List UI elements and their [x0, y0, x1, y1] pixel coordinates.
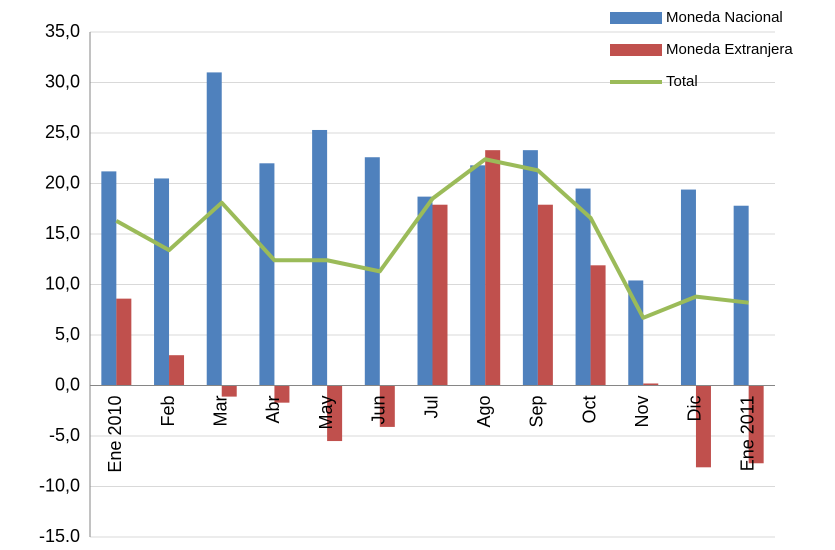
bar	[259, 163, 275, 386]
x-tick-label: Oct	[579, 396, 599, 424]
bar	[206, 72, 222, 386]
bar	[312, 129, 328, 386]
bar	[522, 150, 538, 386]
x-tick-label: Feb	[158, 396, 178, 427]
y-tick-label: 25,0	[45, 122, 80, 142]
y-tick-label: -10,0	[39, 475, 80, 495]
y-tick-label: -15.0	[39, 526, 80, 545]
x-tick-label: Jun	[369, 396, 389, 425]
y-tick-label: 15,0	[45, 223, 80, 243]
y-tick-label: 35,0	[45, 21, 80, 41]
bar	[379, 385, 395, 427]
x-tick-label: May	[316, 396, 336, 430]
bar	[485, 150, 501, 386]
bar	[470, 165, 486, 386]
bar	[537, 204, 553, 386]
y-tick-label: 5,0	[55, 324, 80, 344]
bar	[116, 298, 132, 386]
bar	[680, 189, 696, 386]
bar	[417, 196, 433, 386]
bar	[643, 383, 659, 386]
x-tick-label: Ene 2010	[105, 396, 125, 473]
y-tick-label: 30,0	[45, 71, 80, 91]
bar	[695, 385, 711, 468]
legend-label: Total	[666, 73, 698, 90]
y-tick-label: 0,0	[55, 374, 80, 394]
legend-swatch	[610, 12, 662, 24]
x-tick-label: Dic	[685, 396, 705, 422]
x-tick-label: Nov	[632, 396, 652, 428]
y-tick-label: 10,0	[45, 273, 80, 293]
x-tick-label: Abr	[263, 395, 283, 423]
bar	[575, 188, 591, 386]
bar	[154, 178, 170, 386]
x-tick-label: Mar	[210, 395, 230, 426]
bar	[327, 385, 343, 442]
bar	[169, 355, 185, 386]
bar	[432, 204, 448, 386]
bar	[590, 265, 606, 386]
bar	[101, 171, 117, 386]
legend-label: Moneda Nacional	[666, 9, 783, 26]
x-tick-label: Sep	[527, 396, 547, 428]
legend-label: Moneda Extranjera	[666, 41, 793, 58]
y-tick-label: -5,0	[49, 425, 80, 445]
bar	[274, 385, 290, 403]
x-tick-label: Ago	[474, 396, 494, 428]
y-tick-label: 20,0	[45, 172, 80, 192]
line	[115, 157, 749, 320]
bar	[748, 385, 764, 464]
x-tick-label: Jul	[421, 396, 441, 419]
bar	[221, 385, 237, 397]
bar	[733, 205, 749, 386]
x-tick-label: Ene 2011	[737, 396, 757, 472]
legend-swatch	[610, 44, 662, 56]
